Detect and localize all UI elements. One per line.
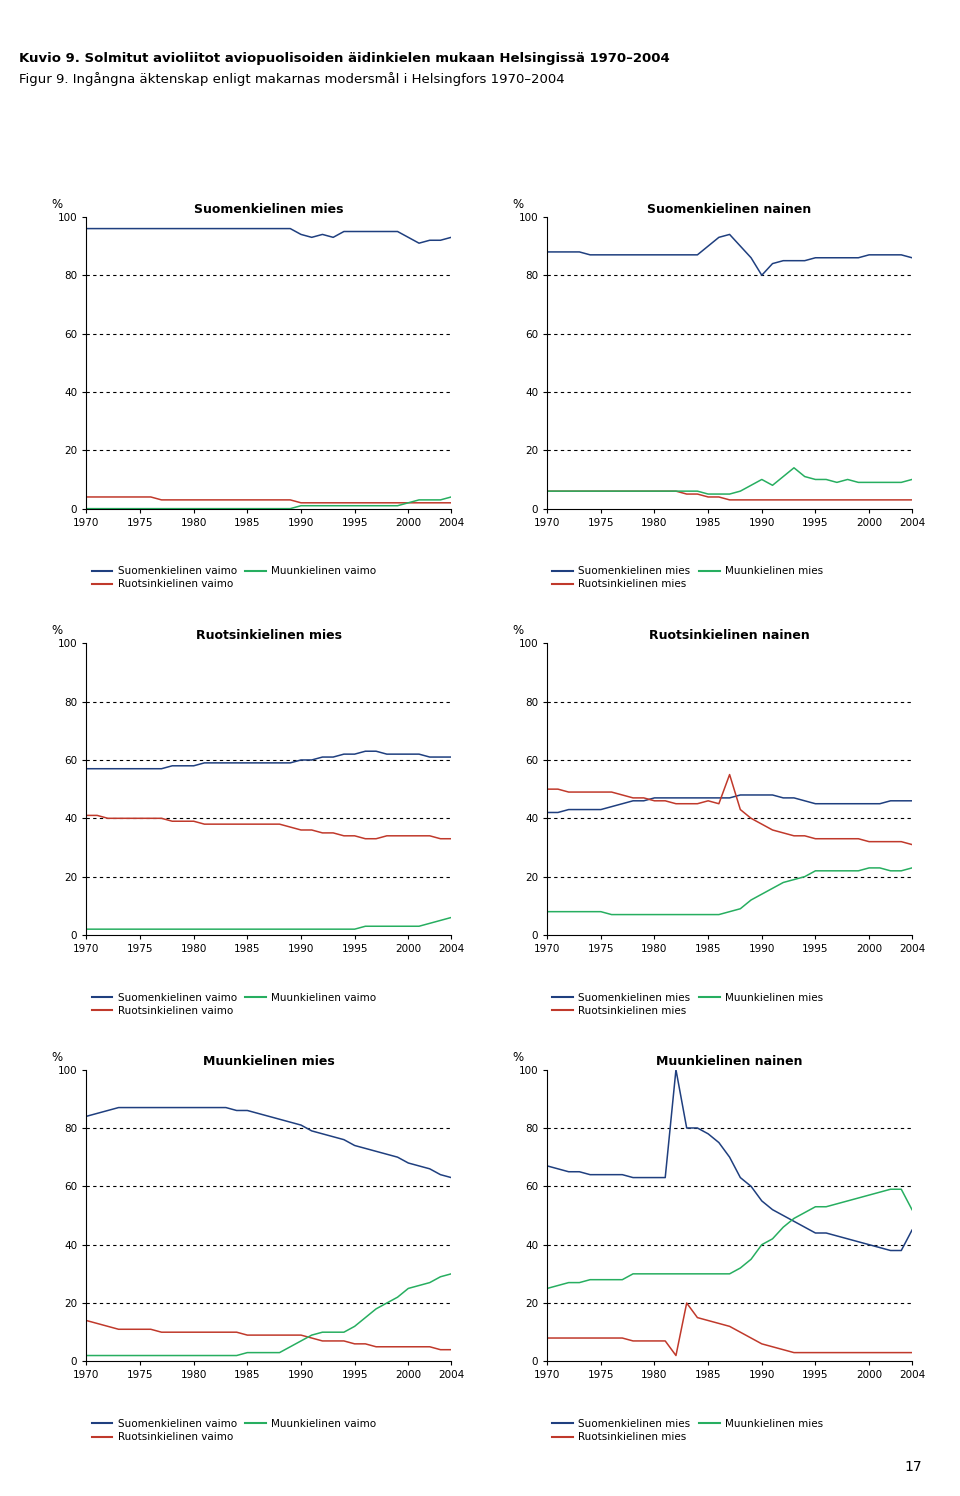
- Legend: Suomenkielinen vaimo, Ruotsinkielinen vaimo, Muunkielinen vaimo: Suomenkielinen vaimo, Ruotsinkielinen va…: [91, 567, 376, 589]
- Text: 17: 17: [904, 1460, 922, 1474]
- Y-axis label: %: %: [513, 624, 523, 637]
- Legend: Suomenkielinen mies, Ruotsinkielinen mies, Muunkielinen mies: Suomenkielinen mies, Ruotsinkielinen mie…: [552, 993, 823, 1016]
- Y-axis label: %: %: [513, 197, 523, 211]
- Text: Figur 9. Ingångna äktenskap enligt makarnas modersmål i Helsingfors 1970–2004: Figur 9. Ingångna äktenskap enligt makar…: [19, 72, 564, 85]
- Y-axis label: %: %: [513, 1050, 523, 1064]
- Title: Suomenkielinen mies: Suomenkielinen mies: [194, 203, 344, 215]
- Y-axis label: %: %: [52, 197, 62, 211]
- Title: Muunkielinen mies: Muunkielinen mies: [203, 1056, 335, 1068]
- Legend: Suomenkielinen mies, Ruotsinkielinen mies, Muunkielinen mies: Suomenkielinen mies, Ruotsinkielinen mie…: [552, 567, 823, 589]
- Title: Suomenkielinen nainen: Suomenkielinen nainen: [647, 203, 812, 215]
- Title: Muunkielinen nainen: Muunkielinen nainen: [657, 1056, 803, 1068]
- Legend: Suomenkielinen vaimo, Ruotsinkielinen vaimo, Muunkielinen vaimo: Suomenkielinen vaimo, Ruotsinkielinen va…: [91, 1420, 376, 1442]
- Legend: Suomenkielinen mies, Ruotsinkielinen mies, Muunkielinen mies: Suomenkielinen mies, Ruotsinkielinen mie…: [552, 1420, 823, 1442]
- Y-axis label: %: %: [52, 624, 62, 637]
- Title: Ruotsinkielinen mies: Ruotsinkielinen mies: [196, 630, 342, 642]
- Legend: Suomenkielinen vaimo, Ruotsinkielinen vaimo, Muunkielinen vaimo: Suomenkielinen vaimo, Ruotsinkielinen va…: [91, 993, 376, 1016]
- Text: Kuvio 9. Solmitut avioliitot aviopuolisoiden äidinkielen mukaan Helsingissä 1970: Kuvio 9. Solmitut avioliitot aviopuoliso…: [19, 52, 670, 66]
- Y-axis label: %: %: [52, 1050, 62, 1064]
- Title: Ruotsinkielinen nainen: Ruotsinkielinen nainen: [649, 630, 810, 642]
